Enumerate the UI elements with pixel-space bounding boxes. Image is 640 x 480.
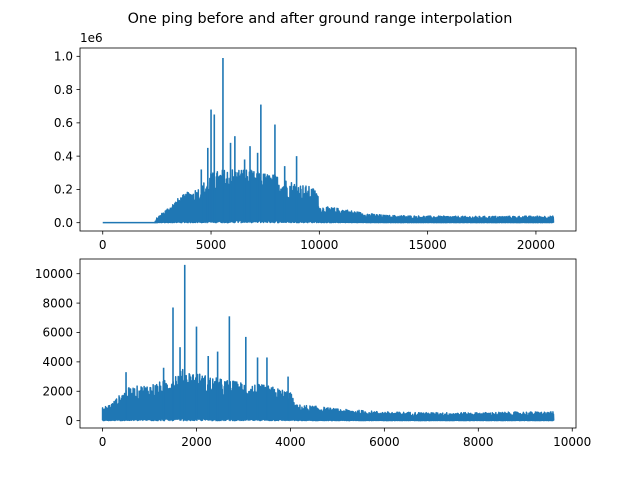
x-tick-label: 6000	[369, 435, 400, 449]
x-tick-label: 0	[99, 435, 107, 449]
axes-frame	[79, 258, 577, 429]
y-tick-label: 0.6	[54, 116, 73, 130]
series-line	[102, 169, 555, 224]
x-tick-label: 10000	[300, 238, 338, 252]
y-tick-label: 0.8	[54, 83, 73, 97]
y-tick-label: 0.4	[54, 149, 73, 163]
x-tick-label: 20000	[517, 238, 555, 252]
y-tick-label: 4000	[42, 355, 73, 369]
top-axes: 0 5000 10000 15000 20000 0.0 0.2 0.4 0.6 0.8 1.0 1e…	[54, 31, 577, 252]
x-tick-label: 4000	[275, 435, 306, 449]
x-tick-label: 15000	[409, 238, 447, 252]
y-tick-label: 6000	[42, 326, 73, 340]
bottom-axes: 0 2000 4000 6000 8000 10000 0 2000 4000 6000 8000 1…	[35, 258, 591, 449]
y-tick-label: 1.0	[54, 50, 73, 64]
x-tick-label: 5000	[196, 238, 227, 252]
figure-title: One ping before and after ground range i…	[128, 11, 513, 27]
y-tick-label: 8000	[42, 296, 73, 310]
y-tick-label: 0.2	[54, 183, 73, 197]
x-tick-label: 2000	[181, 435, 212, 449]
y-tick-label: 10000	[35, 267, 73, 281]
y-tick-label: 0.0	[54, 216, 73, 230]
y-tick-label: 0	[65, 414, 73, 428]
axes-frame	[79, 47, 577, 232]
y-tick-label: 2000	[42, 384, 73, 398]
x-tick-label: 8000	[463, 435, 494, 449]
x-tick-label: 10000	[553, 435, 591, 449]
series-line	[101, 368, 555, 422]
x-tick-label: 0	[99, 238, 107, 252]
y-offset-text: 1e6	[80, 31, 103, 45]
